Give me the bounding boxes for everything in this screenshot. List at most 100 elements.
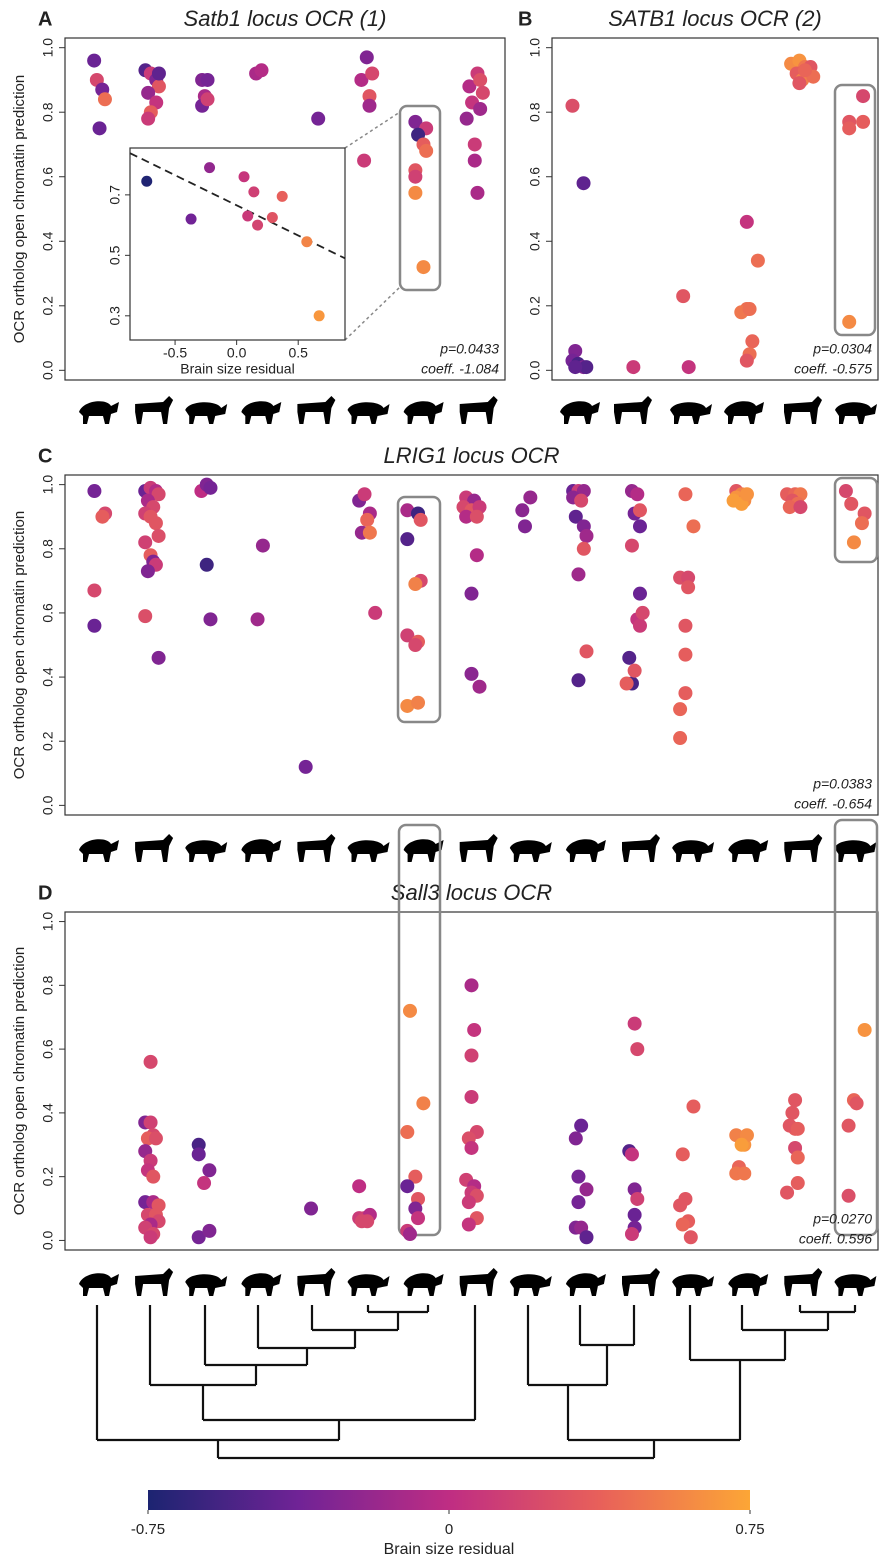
- point: [841, 1188, 856, 1203]
- species-silhouette: [614, 396, 652, 424]
- point: [354, 72, 369, 87]
- point: [630, 487, 645, 502]
- species-silhouette: [622, 1268, 660, 1296]
- point: [87, 53, 102, 68]
- silhouette-body: [834, 1274, 877, 1296]
- point: [473, 72, 488, 87]
- point: [140, 564, 155, 579]
- species-silhouette: [297, 834, 336, 862]
- point: [630, 1042, 645, 1057]
- silhouette-body: [403, 839, 444, 862]
- point: [734, 1137, 749, 1152]
- species-silhouette: [135, 1268, 174, 1296]
- point: [311, 111, 326, 126]
- silhouette-body: [185, 840, 228, 862]
- point: [141, 85, 156, 100]
- point: [400, 1125, 415, 1140]
- point: [790, 1150, 805, 1165]
- point: [199, 557, 214, 572]
- point: [473, 101, 488, 116]
- point: [304, 1201, 319, 1216]
- inset-y-tick-label: 0.5: [107, 245, 123, 265]
- point: [419, 143, 434, 158]
- point: [517, 519, 532, 534]
- point: [151, 528, 166, 543]
- silhouette-body: [241, 1273, 282, 1296]
- point: [678, 487, 693, 502]
- point: [574, 1118, 589, 1133]
- species-silhouette: [297, 396, 336, 424]
- y-tick-label: 0.6: [40, 1039, 56, 1059]
- point: [411, 695, 426, 710]
- silhouette-body: [672, 840, 715, 862]
- highlight-box: [398, 104, 442, 292]
- inset-y-tick-label: 0.7: [107, 185, 123, 205]
- point: [464, 978, 479, 993]
- species-silhouette: [185, 1274, 228, 1296]
- species-silhouette: [347, 402, 390, 424]
- annotation: p=0.0383: [812, 776, 872, 792]
- silhouette-body: [347, 402, 390, 424]
- highlight-box: [833, 476, 879, 564]
- point: [856, 114, 871, 129]
- point: [678, 647, 693, 662]
- point: [470, 185, 485, 200]
- point: [151, 487, 166, 502]
- species-silhouette: [565, 1273, 606, 1296]
- point: [745, 334, 760, 349]
- point: [635, 605, 650, 620]
- point: [467, 153, 482, 168]
- point: [148, 516, 163, 531]
- y-tick-label: 0.0: [40, 1230, 56, 1250]
- annotation: coeff. -0.575: [794, 361, 872, 377]
- point: [146, 1169, 161, 1184]
- point: [571, 567, 586, 582]
- point: [461, 1217, 476, 1232]
- y-tick-label: 0.0: [527, 360, 543, 380]
- silhouette-body: [241, 401, 282, 424]
- point: [568, 360, 583, 375]
- point: [469, 548, 484, 563]
- silhouette-body: [834, 840, 877, 862]
- point: [143, 1230, 158, 1245]
- silhouette-body: [724, 401, 764, 424]
- point: [750, 253, 765, 268]
- inset-frame: [129, 147, 346, 341]
- inset-point: [204, 162, 216, 174]
- point: [400, 532, 415, 547]
- point: [842, 121, 857, 136]
- point: [87, 618, 102, 633]
- species-silhouette: [672, 840, 715, 862]
- inset-point: [248, 186, 260, 198]
- point: [197, 1176, 212, 1191]
- point: [467, 1022, 482, 1037]
- point: [571, 1169, 586, 1184]
- point: [360, 512, 375, 527]
- point: [203, 612, 218, 627]
- point: [459, 509, 474, 524]
- point: [523, 490, 538, 505]
- silhouette-body: [784, 1268, 823, 1296]
- point: [854, 516, 869, 531]
- y-axis-label: OCR ortholog open chromatin prediction: [11, 511, 28, 779]
- point: [400, 1179, 415, 1194]
- silhouette-body: [241, 839, 282, 862]
- point: [627, 663, 642, 678]
- point: [459, 111, 474, 126]
- point: [726, 493, 741, 508]
- panel-label: A: [38, 8, 52, 30]
- point: [462, 79, 477, 94]
- species-silhouette: [403, 1273, 444, 1296]
- silhouette-body: [459, 396, 498, 424]
- plot-frame: [64, 37, 506, 381]
- inset-point: [301, 236, 313, 248]
- inset-point: [141, 175, 153, 187]
- point: [202, 1223, 217, 1238]
- y-tick-label: 0.6: [40, 167, 56, 187]
- species-silhouette: [347, 1274, 390, 1296]
- inset-y-tick-label: 0.3: [107, 306, 123, 326]
- point: [673, 1198, 688, 1213]
- species-silhouette: [459, 834, 498, 862]
- species-silhouette: [79, 401, 119, 424]
